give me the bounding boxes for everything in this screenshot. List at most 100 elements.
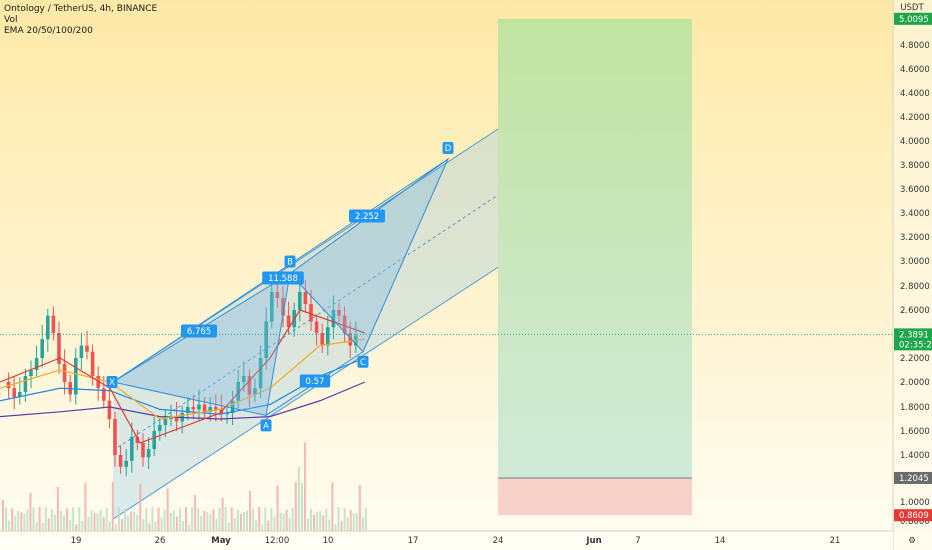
pattern-point-c-label: C bbox=[360, 358, 366, 368]
volume-bar bbox=[160, 517, 163, 531]
time-tick-label: 24 bbox=[493, 536, 504, 546]
volume-bar bbox=[105, 507, 108, 531]
candle-body bbox=[225, 413, 229, 415]
candle-body bbox=[348, 333, 352, 346]
volume-bar bbox=[218, 507, 221, 531]
volume-bar bbox=[124, 508, 126, 531]
volume-bar bbox=[364, 507, 367, 531]
candle-body bbox=[331, 310, 336, 328]
price-axis[interactable] bbox=[893, 0, 932, 550]
volume-bar bbox=[38, 507, 41, 531]
time-axis[interactable] bbox=[0, 531, 893, 550]
candle-body bbox=[337, 310, 341, 316]
candle-body bbox=[270, 292, 274, 322]
pattern-point-b-badge[interactable] bbox=[284, 255, 296, 268]
indicator-ema[interactable]: EMA 20/50/100/200 bbox=[4, 26, 93, 36]
volume-bar bbox=[297, 467, 300, 531]
candle-body bbox=[23, 376, 28, 392]
price-tick-label: 4.2000 bbox=[900, 113, 930, 123]
volume-bar bbox=[197, 508, 200, 531]
volume-bar bbox=[239, 514, 242, 531]
volume-bar bbox=[291, 507, 294, 531]
volume-bar bbox=[81, 521, 84, 531]
volume-bar bbox=[133, 511, 136, 531]
ratio-label: 6.765 bbox=[187, 327, 211, 337]
price-tick-label: 2.8000 bbox=[900, 282, 930, 292]
symbol-title[interactable]: Ontology / TetherUS, 4h, BINANCE bbox=[4, 4, 158, 14]
ratio-badge[interactable] bbox=[262, 271, 304, 285]
volume-bar bbox=[264, 507, 267, 531]
candle-body bbox=[74, 358, 78, 395]
current-price-tag[interactable] bbox=[894, 328, 932, 351]
candle-body bbox=[303, 292, 308, 304]
volume-bar bbox=[169, 512, 172, 531]
volume-bar bbox=[47, 518, 50, 531]
ratio-label: 0.57 bbox=[306, 377, 325, 387]
volume-bar bbox=[303, 442, 306, 531]
volume-bar bbox=[178, 508, 181, 531]
volume-bar bbox=[14, 516, 17, 531]
volume-bar bbox=[337, 507, 340, 531]
candle-body bbox=[202, 404, 207, 412]
volume-bar bbox=[227, 522, 230, 531]
entry-price-tag[interactable] bbox=[894, 471, 932, 484]
pattern-xd-line bbox=[112, 158, 449, 383]
volume-bar bbox=[185, 507, 187, 531]
channel-mid-line[interactable] bbox=[112, 194, 499, 451]
candle-body bbox=[146, 449, 151, 458]
price-tick-label: 3.8000 bbox=[900, 161, 930, 171]
volume-bar bbox=[23, 513, 26, 531]
pattern-point-a-badge[interactable] bbox=[260, 419, 272, 432]
candle-body bbox=[286, 315, 291, 328]
volume-bar bbox=[285, 509, 288, 531]
volume-bar bbox=[246, 510, 248, 531]
candle-body bbox=[62, 364, 67, 382]
volume-bar bbox=[99, 509, 102, 531]
axis-settings-icon[interactable]: ⚙ bbox=[908, 536, 916, 546]
volume-bar bbox=[17, 510, 20, 531]
stop-price-tag[interactable] bbox=[894, 509, 932, 522]
candle-body bbox=[34, 358, 39, 370]
ema-50-line bbox=[0, 338, 366, 420]
indicator-vol[interactable]: Vol bbox=[4, 15, 18, 25]
candle-body bbox=[51, 315, 56, 333]
target-price-tag[interactable] bbox=[894, 12, 932, 25]
ratio-badge[interactable] bbox=[299, 374, 331, 388]
volume-bar bbox=[142, 519, 145, 531]
volume-bar bbox=[249, 490, 252, 531]
stop-zone[interactable] bbox=[498, 477, 692, 516]
price-tick-label: 2.6000 bbox=[900, 306, 930, 316]
volume-bar bbox=[102, 517, 105, 531]
ratio-badge[interactable] bbox=[349, 209, 385, 223]
candle-body bbox=[275, 292, 280, 298]
candle-body bbox=[320, 333, 324, 346]
axis-currency: USDT bbox=[900, 3, 924, 13]
pattern-point-x-badge[interactable] bbox=[106, 376, 118, 388]
volume-bar bbox=[224, 507, 227, 531]
current-price-countdown: 02:35:27 bbox=[899, 340, 932, 350]
channel-lower-line[interactable] bbox=[112, 266, 499, 520]
candle-body bbox=[258, 358, 263, 389]
candle-body bbox=[208, 407, 212, 412]
time-tick-label: 14 bbox=[715, 536, 726, 546]
volume-bar bbox=[151, 507, 154, 531]
volume-bar bbox=[114, 523, 117, 531]
volume-bar bbox=[294, 482, 297, 531]
volume-bar bbox=[361, 516, 364, 531]
volume-bar bbox=[252, 508, 255, 531]
volume-bar bbox=[20, 512, 23, 531]
volume-bar bbox=[130, 511, 133, 531]
ema-200-line bbox=[0, 381, 366, 420]
pattern-point-c-badge[interactable] bbox=[357, 355, 369, 368]
pattern-point-d-badge[interactable] bbox=[442, 142, 454, 154]
volume-bar bbox=[328, 519, 331, 531]
target-zone[interactable] bbox=[498, 18, 692, 478]
volume-bar bbox=[44, 507, 47, 531]
ratio-label: 2.252 bbox=[355, 212, 379, 222]
volume-bar bbox=[87, 516, 90, 531]
volume-bar bbox=[310, 509, 313, 531]
time-tick-label: 26 bbox=[155, 536, 166, 546]
chart-legend: Ontology / TetherUS, 4h, BINANCE Vol EMA… bbox=[4, 4, 157, 37]
